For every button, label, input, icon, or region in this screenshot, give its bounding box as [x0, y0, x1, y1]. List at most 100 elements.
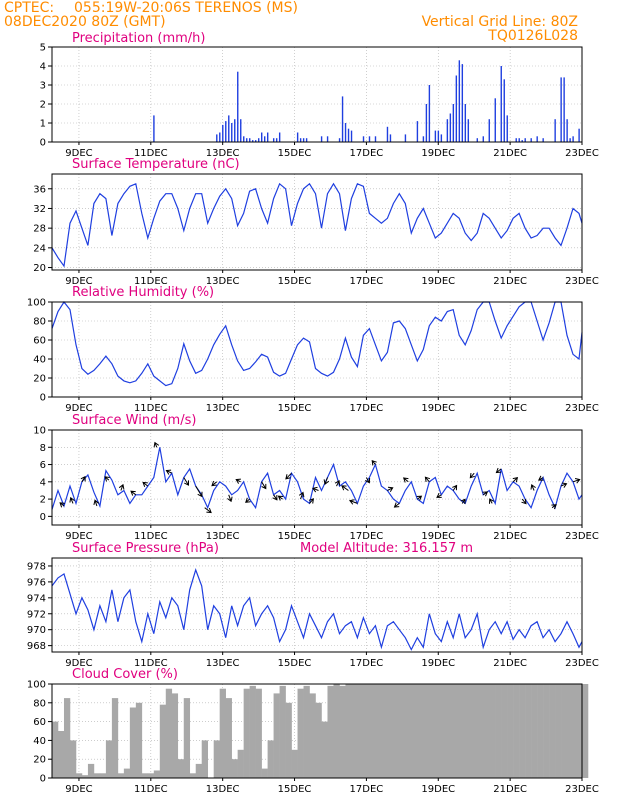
precip-bar	[437, 130, 440, 142]
y-tick-label: 968	[27, 641, 46, 652]
y-tick-label: 978	[27, 561, 46, 572]
precip-bar	[246, 138, 248, 142]
y-tick-label: 3	[40, 81, 46, 92]
y-tick-label: 80	[33, 317, 46, 328]
y-tick-label: 80	[33, 698, 46, 709]
precip-bar	[461, 64, 464, 142]
wind-arrow	[323, 477, 330, 485]
cloud-bar	[567, 684, 574, 778]
cloud-bar	[381, 684, 388, 778]
y-tick-label: 972	[27, 609, 46, 620]
cloud-bar	[345, 684, 352, 778]
x-tick-label: 19DEC	[421, 276, 455, 287]
cloud-bar	[183, 698, 191, 778]
cloud-bar	[237, 749, 244, 778]
x-tick-label: 23DEC	[565, 784, 599, 795]
x-tick-label: 9DEC	[65, 403, 92, 414]
precip-bar	[234, 119, 236, 142]
precip-bar	[231, 123, 233, 142]
x-tick-label: 17DEC	[350, 403, 384, 414]
precip-bar	[578, 128, 580, 142]
precip-bar	[434, 130, 437, 142]
precip-bar	[404, 134, 407, 142]
x-tick-label: 15DEC	[278, 403, 312, 414]
cloud-bar	[171, 693, 179, 778]
y-tick-label: 10	[33, 426, 46, 437]
precip-bar	[272, 138, 275, 142]
y-tick-label: 24	[33, 243, 46, 254]
precip-bar	[344, 123, 347, 142]
precip-bar	[569, 138, 571, 142]
cloud-bar	[351, 684, 358, 778]
x-tick-label: 9DEC	[65, 784, 92, 795]
wind-arrow	[551, 504, 557, 510]
wind-arrow	[349, 499, 358, 505]
grid-line-label: Vertical Grid Line: 80Z	[422, 14, 578, 30]
wind-arrow	[530, 484, 536, 491]
plot-frame	[51, 173, 583, 271]
x-tick-label: 23DEC	[565, 658, 599, 669]
x-tick-label: 11DEC	[134, 658, 168, 669]
wind-panel: Surface Wind (m/s) 0 2 4 6 8 10 9DEC 11DEC 13DEC…	[33, 413, 599, 542]
model-code-label: TQ0126L028	[487, 28, 578, 44]
precip-bar	[416, 121, 419, 142]
precip-bar	[476, 138, 478, 142]
x-tick-label: 19DEC	[421, 784, 455, 795]
cloud-bar	[495, 684, 502, 778]
cloud-bar	[321, 721, 328, 778]
wind-arrow	[183, 477, 189, 486]
cloud-bar	[243, 688, 250, 778]
x-tick-label: 13DEC	[206, 276, 240, 287]
wind-arrow	[118, 483, 125, 491]
y-tick-label: 5	[40, 43, 46, 54]
plot-frame	[51, 46, 583, 143]
cloud-bar	[297, 688, 304, 778]
plot-frame	[51, 429, 583, 526]
wind-arrow	[341, 485, 349, 491]
cloud-bar	[315, 702, 322, 778]
wind-arrow	[312, 486, 319, 493]
precip-bar	[326, 136, 329, 142]
cloud-bar	[117, 773, 125, 778]
cloud-cover-title: Cloud Cover (%)	[72, 667, 178, 682]
cloud-bar	[483, 684, 490, 778]
y-tick-label: 36	[33, 184, 46, 195]
y-tick-label: 0	[40, 138, 46, 149]
cloud-bar	[99, 773, 107, 778]
temperature-title: Surface Temperature (nC)	[72, 157, 240, 172]
cloud-bar	[81, 775, 89, 778]
x-tick-label: 9DEC	[65, 276, 92, 287]
wind-arrow	[512, 476, 519, 483]
precip-bar	[389, 134, 392, 142]
cloud-bar	[147, 773, 155, 778]
wind-arrow	[285, 472, 292, 480]
precip-bar	[506, 115, 508, 142]
wind-arrow	[245, 497, 251, 503]
precip-bar	[275, 138, 278, 142]
x-tick-label: 17DEC	[350, 531, 384, 542]
x-tick-label: 13DEC	[206, 658, 240, 669]
cloud-bar	[375, 684, 382, 778]
cloud-bar	[249, 685, 256, 778]
datetime-label: 08DEC2020 80Z (GMT)	[4, 14, 166, 30]
x-tick-label: 13DEC	[206, 531, 240, 542]
wind-arrow	[537, 475, 544, 481]
wind-arrow	[130, 490, 137, 496]
cloud-bar	[417, 684, 424, 778]
temp-series-line	[51, 182, 583, 268]
wind-arrow	[416, 495, 423, 501]
x-tick-label: 9DEC	[65, 658, 92, 669]
precipitation-panel: Precipitation (mm/h) 0 1 2 3 4 5 9DEC 11DEC 13DE…	[40, 31, 599, 159]
wind-arrow	[495, 467, 502, 474]
wind-arrow	[93, 499, 100, 507]
wind-arrow	[153, 441, 160, 448]
x-tick-label: 11DEC	[134, 276, 168, 287]
precip-bar	[258, 138, 260, 142]
cloud-bar	[447, 684, 454, 778]
wind-arrow	[521, 498, 527, 505]
cloud-bar	[489, 684, 496, 778]
model-altitude-label: Model Altitude: 316.157 m	[300, 541, 473, 556]
precip-bar	[572, 136, 574, 142]
precip-bar	[458, 60, 461, 142]
